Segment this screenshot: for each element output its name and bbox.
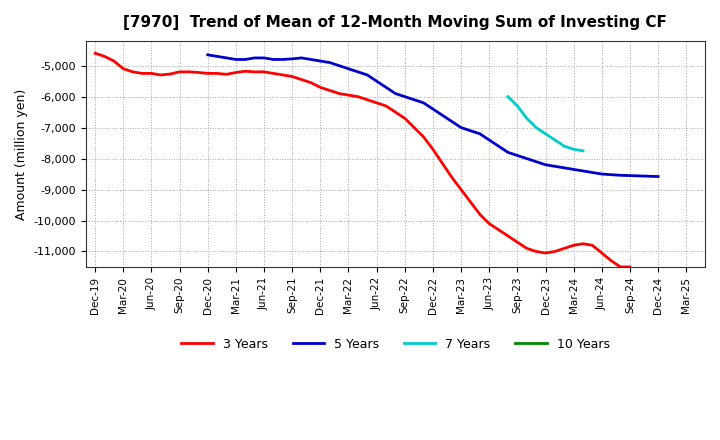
Legend: 3 Years, 5 Years, 7 Years, 10 Years: 3 Years, 5 Years, 7 Years, 10 Years [176,333,614,356]
Title: [7970]  Trend of Mean of 12-Month Moving Sum of Investing CF: [7970] Trend of Mean of 12-Month Moving … [123,15,667,30]
Y-axis label: Amount (million yen): Amount (million yen) [15,88,28,220]
